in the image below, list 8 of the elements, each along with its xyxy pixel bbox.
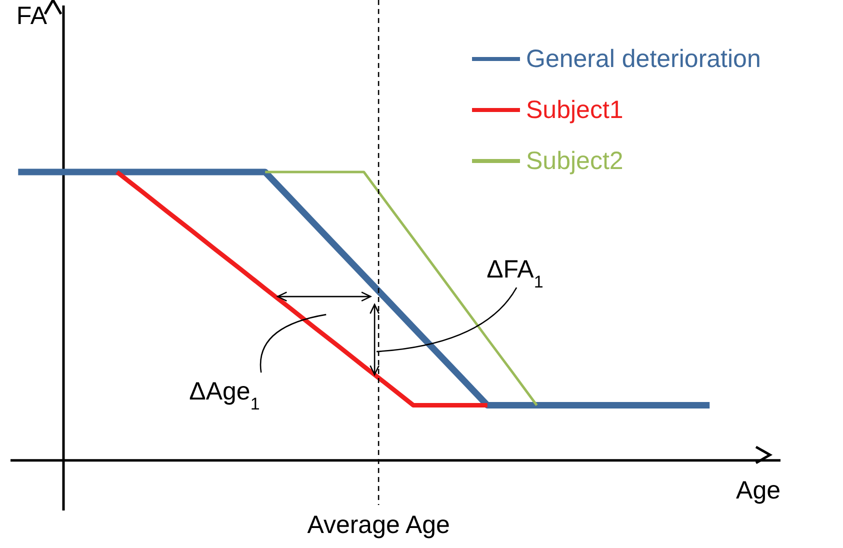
x-axis-title: Age — [736, 476, 780, 504]
text: Average Age — [307, 511, 450, 539]
annotation: ΔFA$_{1}$ — [486, 256, 544, 292]
legend-label: Subject2 — [526, 147, 624, 175]
legend-label: General deterioration — [526, 45, 761, 73]
annotation: ΔAge$_{1}$ — [189, 378, 260, 414]
text: FA — [16, 2, 48, 30]
legend-label: Subject1 — [526, 96, 624, 124]
